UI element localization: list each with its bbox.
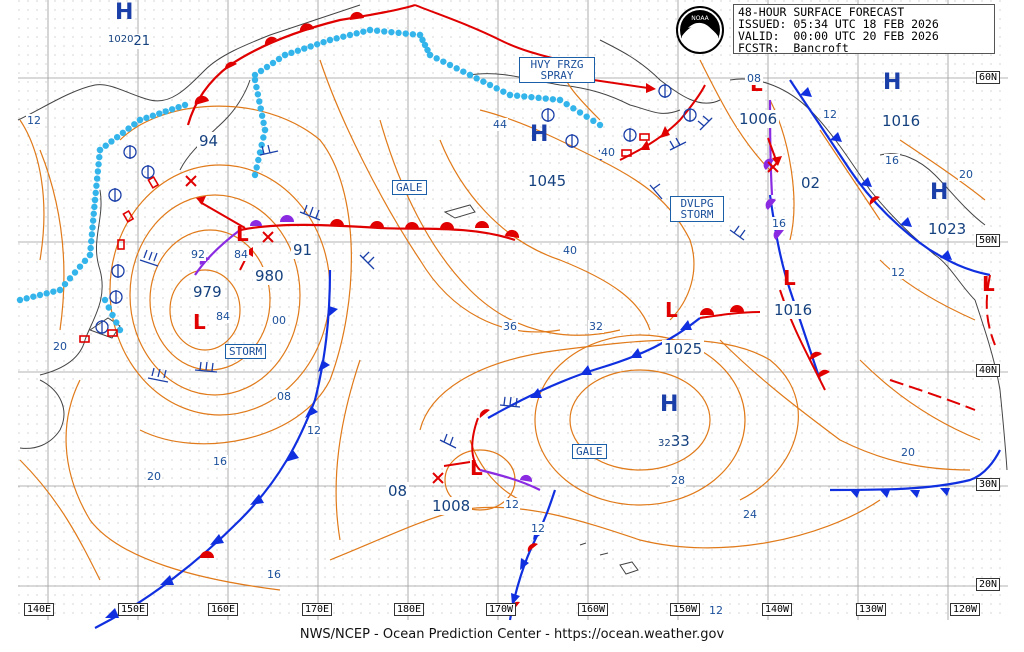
pressure-value-1008: 1008 [430,497,473,515]
isobar-label: 84 [215,310,231,323]
lon-label: 160E [208,603,239,616]
isobar-21: 21 [133,34,150,49]
isobar-label: 24 [742,508,758,521]
low-center-letter: L [470,456,483,480]
gale-label-north: GALE [392,180,427,195]
lon-label: 140E [24,603,55,616]
pressure-value-02: 02 [799,174,823,192]
pressure-value-979: 979 [191,283,224,301]
isobar-label: 92 [190,248,206,261]
header-forecaster: FCSTR: Bancroft [738,41,849,55]
isobar-label: 28 [670,474,686,487]
arrow-heads [196,83,782,257]
high-center-letter: H [883,70,902,95]
high-center-letter: H [530,122,549,147]
isobar-label: 12 [26,114,42,127]
lon-label: 130W [856,603,887,616]
isobar-label: 20 [52,340,68,353]
high-center-letter: H [660,392,679,417]
lat-label: 30N [976,478,1001,491]
forecast-header: 48-HOUR SURFACE FORECAST ISSUED: 05:34 UT… [733,4,995,54]
isobar-label: 20 [900,446,916,459]
isobar-label: 20 [958,168,974,181]
lon-label: 150E [118,603,149,616]
pressure-value-1033: 3233 [656,432,692,450]
isobar-label: 08 [276,390,292,403]
isobar-label: 44 [492,118,508,131]
ice-accretion-boxes [79,133,650,343]
gale-label-south: GALE [572,444,607,459]
pressure-value-1023: 1023 [926,220,969,238]
header-title: 48-HOUR SURFACE FORECAST [738,5,905,19]
lon-label: 170W [486,603,517,616]
low-center-letter: L [665,298,678,322]
isobar-32: 32 [658,438,671,449]
isobar-label: 84 [233,248,249,261]
cold-front-east [789,79,991,277]
isobar-label: 12 [822,108,838,121]
freezing-spray-symbols [95,84,697,334]
isobar-label: 40 [600,146,616,159]
pressure-value-1025: 1025 [662,340,705,358]
lat-label: 50N [976,234,1001,247]
lon-label: 150W [670,603,701,616]
low-center-letter: L [982,272,995,296]
lat-label: 60N [976,71,1001,84]
header-issued: ISSUED: 05:34 UTC 18 FEB 2026 [738,17,939,31]
pressure-value-1020: 1020 [108,34,134,45]
pressure-value-08: 08 [386,482,410,500]
isobar-label: 16 [212,455,228,468]
noaa-logo: NOAA [676,6,724,54]
pressure-value-1006: 1006 [737,110,780,128]
isobar-label: 16 [884,154,900,167]
pressure-value-08-north: 08 [745,72,763,85]
isobar-label: 00 [271,314,287,327]
isobar-label: 12 [530,522,546,535]
high-center-letter: H [115,0,134,25]
isobar-label: 32 [588,320,604,333]
lat-label: 20N [976,578,1001,591]
pressure-value-980: 980 [253,267,286,285]
isobar-label: 36 [502,320,518,333]
isobar-label: 12 [306,424,322,437]
lon-label: 120W [950,603,981,616]
pressure-value-91: 91 [291,241,315,259]
high-center-letter: H [930,180,949,205]
isobar-label: 12 [890,266,906,279]
isobar-label: 16 [266,568,282,581]
isobar-label: 12 [504,498,520,511]
lat-label: 40N [976,364,1001,377]
hvy-frzg-spray-label: HVY FRZG SPRAY [519,57,595,83]
footer-credit: NWS/NCEP - Ocean Prediction Center - htt… [299,627,725,642]
warm-fronts [186,3,996,613]
lon-label: 180E [394,603,425,616]
map-background-grid [18,0,1008,620]
svg-text:NOAA: NOAA [691,15,709,22]
pressure-value-1045: 1045 [526,172,569,190]
lon-label: 160W [578,603,609,616]
isobar-label: 12 [708,604,724,617]
lon-label: 140W [762,603,793,616]
pressure-value-1016-mid: 1016 [772,301,815,319]
storm-label: STORM [225,344,267,359]
pressure-value-94: 94 [197,132,221,150]
isobar-label: 16 [771,217,787,230]
ice-edge [16,26,604,334]
cold-front-se [829,449,1001,498]
pressure-value-1016-east: 1016 [880,112,923,130]
low-center-letter: L [236,222,249,246]
lon-label: 170E [302,603,333,616]
cold-front-main [94,269,338,629]
isobar-label: 40 [562,244,578,257]
low-center-letter: L [193,310,206,334]
pressure-value-33: 33 [670,432,690,450]
occluded-fronts [194,99,784,491]
cold-front-south [508,489,557,621]
header-valid: VALID: 00:00 UTC 20 FEB 2026 [738,29,939,43]
isobar-label: 20 [146,470,162,483]
dvlpg-storm-label: DVLPG STORM [670,196,724,222]
pressure-value-high-nw: 102021 [106,34,152,49]
low-center-letter: L [783,266,796,290]
